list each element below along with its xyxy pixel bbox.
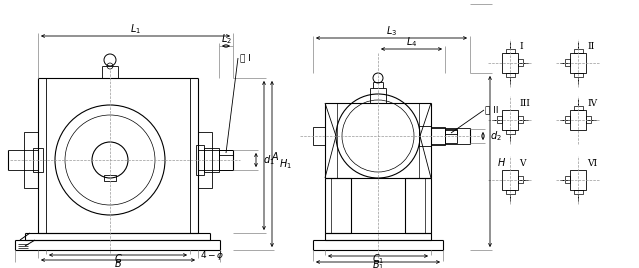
Text: $L_3$: $L_3$ <box>386 24 397 38</box>
Bar <box>565 116 570 123</box>
Bar <box>196 145 204 175</box>
Bar <box>502 170 518 190</box>
Text: $H_1$: $H_1$ <box>279 157 292 171</box>
Text: $d_2$: $d_2$ <box>490 129 502 143</box>
Text: VI: VI <box>587 159 597 168</box>
Bar <box>570 110 586 130</box>
Bar <box>431 127 445 145</box>
Bar <box>33 148 43 172</box>
Bar <box>565 59 570 66</box>
Text: $4-\phi$: $4-\phi$ <box>200 250 224 262</box>
Bar <box>574 106 583 110</box>
Bar <box>419 126 431 146</box>
Text: V: V <box>519 159 525 168</box>
Text: $H$: $H$ <box>497 155 506 168</box>
Bar <box>574 190 583 194</box>
Bar <box>445 129 457 143</box>
Text: $C_1$: $C_1$ <box>372 252 384 266</box>
Text: $C$: $C$ <box>114 252 123 264</box>
Bar <box>198 132 212 188</box>
Bar <box>445 130 457 134</box>
Bar <box>574 73 583 77</box>
Bar <box>219 150 233 155</box>
Bar <box>506 190 515 194</box>
Text: III: III <box>519 99 530 108</box>
Bar <box>219 150 233 170</box>
Bar <box>506 130 515 134</box>
Text: I: I <box>519 42 523 51</box>
Bar <box>24 132 38 188</box>
Bar <box>204 148 219 172</box>
Bar <box>313 127 325 145</box>
Bar <box>586 116 591 123</box>
Bar <box>506 73 515 77</box>
Text: $L_1$: $L_1$ <box>130 22 141 36</box>
Text: $L_4$: $L_4$ <box>406 35 417 49</box>
Text: $L_2$: $L_2$ <box>220 32 231 46</box>
Bar <box>502 110 518 130</box>
Bar <box>570 53 586 73</box>
Text: 键 II: 键 II <box>485 106 498 114</box>
Text: $B$: $B$ <box>114 257 122 268</box>
Bar <box>574 49 583 53</box>
Bar <box>497 116 502 123</box>
Bar <box>104 175 116 181</box>
Bar <box>518 59 523 66</box>
Text: IV: IV <box>587 99 597 108</box>
Bar <box>502 53 518 73</box>
Bar <box>518 116 523 123</box>
Text: $B_1$: $B_1$ <box>372 258 384 268</box>
Bar <box>565 176 570 183</box>
Text: II: II <box>587 42 594 51</box>
Bar <box>570 170 586 190</box>
Bar <box>518 176 523 183</box>
Bar <box>506 49 515 53</box>
Text: $d_1$: $d_1$ <box>263 153 275 167</box>
Text: $A$: $A$ <box>271 150 279 162</box>
Text: 键 I: 键 I <box>240 54 251 62</box>
